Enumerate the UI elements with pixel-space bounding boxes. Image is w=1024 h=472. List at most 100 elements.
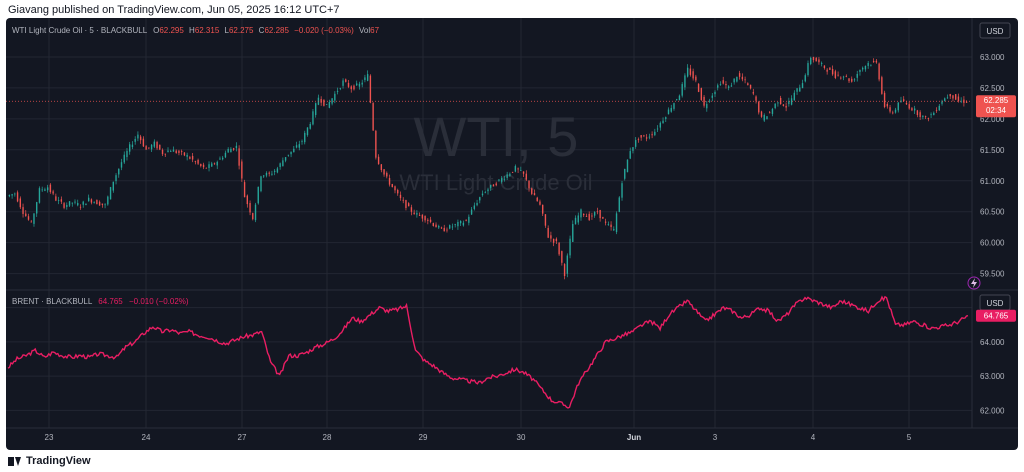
wti-candle-body	[14, 193, 16, 195]
wti-candle-body	[640, 135, 642, 138]
wti-candle-body	[227, 149, 229, 153]
wti-candle-body	[189, 157, 191, 159]
wti-candle-body	[197, 159, 199, 164]
wti-candle-body	[637, 139, 640, 141]
wti-candle-body	[810, 57, 812, 65]
wti-candle-body	[44, 189, 46, 191]
wti-candle-body	[599, 209, 601, 219]
wti-candle-body	[643, 135, 645, 137]
wti-candle-body	[191, 155, 194, 160]
wti-candle-body	[356, 83, 358, 86]
wti-candle-body	[473, 205, 476, 209]
wti-candle-body	[402, 199, 404, 201]
wti-candle-body	[744, 79, 746, 81]
wti-candle-body	[96, 199, 98, 205]
wti-candle-body	[246, 195, 249, 205]
wti-candle-body	[881, 77, 883, 94]
wti-candle-body	[727, 86, 730, 88]
lightning-icon[interactable]	[967, 276, 981, 290]
time-tick: 5	[907, 433, 912, 442]
wti-candle-body	[93, 202, 95, 203]
wti-candle-body	[714, 91, 716, 95]
wti-candle-body	[829, 67, 831, 70]
wti-candle-body	[336, 90, 339, 92]
wti-candle-body	[894, 109, 897, 113]
price-tick-bottom: 62.000	[980, 406, 1005, 415]
wti-candle-body	[730, 85, 733, 87]
wti-candles	[8, 56, 968, 280]
wti-candle-body	[826, 69, 828, 72]
wti-candle-body	[862, 67, 864, 70]
wti-candle-body	[708, 100, 711, 102]
wti-candle-body	[517, 168, 519, 170]
wti-candle-body	[399, 194, 402, 199]
wti-candle-body	[200, 163, 202, 166]
wti-candle-body	[314, 103, 317, 115]
wti-candle-body	[129, 144, 131, 152]
wti-candle-body	[629, 151, 631, 159]
brent-legend-symbol: BRENT · BLACKBULL	[12, 297, 93, 306]
wti-candle-body	[438, 226, 440, 228]
wti-candle-body	[656, 128, 659, 130]
wti-candle-body	[645, 137, 648, 139]
currency-button-top[interactable]: USD	[979, 22, 1011, 39]
wti-candle-body	[812, 57, 815, 61]
wti-candle-body	[19, 198, 22, 208]
wti-candle-body	[927, 118, 930, 119]
currency-button-bottom[interactable]: USD	[979, 294, 1011, 311]
brent-legend-value: 64.765	[98, 297, 123, 306]
wti-candle-body	[673, 103, 675, 109]
wti-candle-body	[851, 78, 853, 82]
tradingview-footer[interactable]: TradingView	[8, 455, 91, 467]
last-price-tag-top: 62.285 02:34	[976, 95, 1016, 118]
wti-candle-body	[254, 204, 257, 221]
wti-candle-body	[312, 111, 314, 125]
wti-candle-body	[760, 111, 763, 117]
time-tick: 28	[323, 433, 332, 442]
wti-candle-body	[946, 97, 949, 99]
wti-candle-body	[815, 57, 817, 62]
wti-candle-body	[695, 76, 697, 81]
wti-candle-body	[667, 109, 670, 115]
wti-candle-body	[755, 96, 757, 101]
wti-candle-body	[788, 101, 790, 105]
wti-candle-body	[55, 196, 57, 201]
wti-legend-vol-label: Vol	[359, 26, 370, 35]
wti-candle-body	[547, 227, 549, 238]
wti-candle-body	[213, 163, 216, 165]
wti-candle-body	[749, 84, 752, 89]
wti-candle-body	[479, 197, 481, 201]
time-axis[interactable]: 23 24 27 28 29 30 Jun 3 4 5	[45, 433, 912, 442]
wti-candle-body	[965, 101, 968, 103]
wti-candle-body	[763, 114, 765, 121]
time-tick: 30	[517, 433, 526, 442]
last-price-top: 62.285	[984, 96, 1009, 105]
wti-candle-body	[202, 164, 205, 168]
wti-candle-body	[490, 184, 492, 188]
wti-candle-body	[347, 82, 350, 87]
wti-candle-body	[161, 149, 164, 155]
time-tick: Jun	[627, 433, 641, 442]
wti-candle-body	[263, 175, 265, 177]
chart-frame[interactable]: WTI, 5 WTI Light Crude Oil 63.000 62.500 6…	[6, 18, 1018, 450]
wti-candle-body	[265, 173, 268, 176]
wti-candle-body	[235, 145, 238, 149]
wti-candle-body	[36, 202, 38, 214]
wti-candle-body	[268, 172, 270, 174]
wti-candle-body	[148, 147, 150, 149]
wti-candle-body	[769, 112, 771, 114]
wti-legend-c-value: 62.285	[264, 26, 289, 35]
wti-candle-body	[369, 75, 372, 103]
wti-candle-body	[222, 157, 224, 160]
wti-candle-body	[799, 87, 801, 92]
wti-candle-body	[470, 209, 473, 215]
wti-candle-body	[574, 217, 577, 225]
bar-countdown: 02:34	[986, 106, 1007, 115]
wti-candle-body	[908, 104, 910, 109]
price-axis-top[interactable]: 63.000 62.500 62.000 61.500 61.000 60.500 60.0…	[980, 53, 1005, 279]
wti-candle-body	[22, 207, 24, 214]
wti-candle-body	[170, 151, 172, 152]
wti-candle-body	[60, 199, 63, 202]
wti-legend-vol-value: 67	[370, 26, 379, 35]
chart-canvas[interactable]: WTI, 5 WTI Light Crude Oil 63.00062.5006…	[6, 18, 1018, 450]
